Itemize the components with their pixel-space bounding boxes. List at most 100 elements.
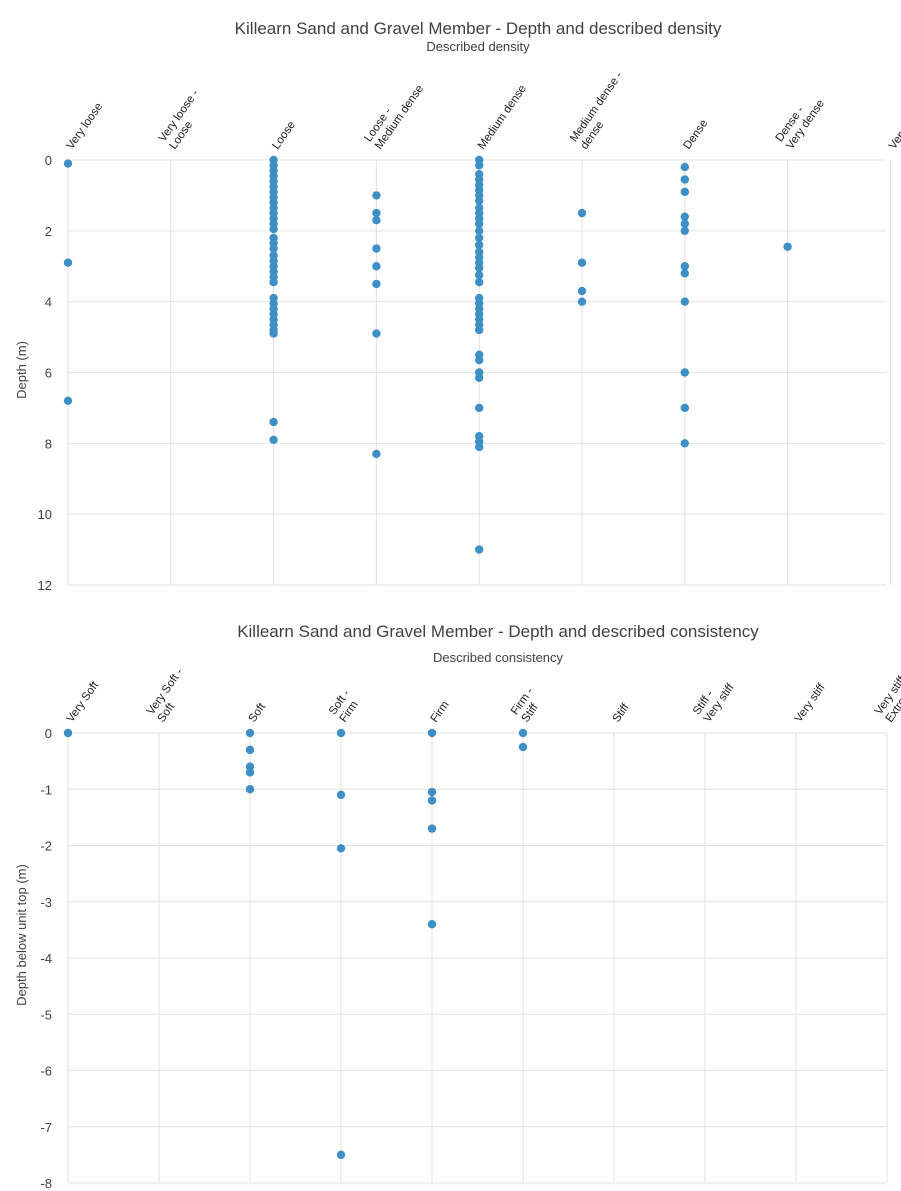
data-point	[577, 286, 587, 296]
data-point	[475, 233, 484, 243]
data-point	[475, 403, 484, 413]
x-category-label: Stiff	[611, 701, 633, 725]
x-category-label: Very stiff	[793, 681, 828, 724]
data-point	[269, 417, 278, 427]
data-point	[680, 403, 689, 413]
data-point	[63, 159, 73, 168]
x-category-label: Soft	[247, 700, 269, 724]
data-point	[63, 396, 73, 406]
y-tick-label: 4	[45, 295, 52, 310]
chart-y-axis-title: Depth (m)	[14, 341, 29, 399]
y-tick-label: 2	[45, 224, 52, 239]
consistency-chart: Killearn Sand and Gravel Member - Depth …	[14, 622, 901, 1191]
x-category-label-line: Medium dense	[476, 83, 529, 152]
data-point	[475, 373, 484, 383]
x-category-label: Medium dense	[476, 83, 529, 152]
data-point	[336, 728, 346, 738]
data-point	[245, 768, 255, 777]
x-category-label-line: Very dense	[887, 98, 901, 152]
x-category-label: Firm -Stiff	[509, 686, 541, 725]
data-point	[680, 269, 689, 278]
data-point	[783, 242, 792, 251]
chart-x-axis-title: Described density	[426, 39, 530, 54]
y-tick-label: 10	[38, 507, 52, 522]
y-tick-label: 6	[45, 366, 52, 381]
data-point	[680, 297, 689, 306]
data-point	[269, 224, 278, 234]
x-category-label: Soft -Firm	[327, 688, 361, 725]
x-category-label: Firm	[429, 699, 452, 725]
y-tick-label: 8	[45, 436, 52, 451]
data-point	[680, 226, 689, 236]
x-category-label: Stiff -Very stiff	[691, 681, 737, 724]
x-category-label-line: Very loose	[65, 101, 106, 152]
data-point	[245, 728, 255, 738]
x-category-label: Loose -Medium dense	[362, 83, 426, 152]
data-point	[475, 325, 484, 335]
y-tick-label: 0	[45, 726, 52, 741]
chart-title: Killearn Sand and Gravel Member - Depth …	[237, 622, 759, 641]
data-point	[63, 728, 73, 738]
data-point	[475, 442, 484, 452]
x-category-label: Very loose -Loose	[157, 88, 202, 152]
data-point	[475, 277, 484, 287]
data-point	[475, 161, 484, 170]
data-point	[427, 920, 437, 929]
data-point	[372, 449, 381, 459]
data-point	[475, 226, 484, 236]
y-tick-label: 0	[45, 153, 52, 168]
data-point	[680, 262, 689, 271]
data-point	[427, 824, 437, 833]
data-point	[680, 187, 689, 197]
data-point	[372, 262, 381, 271]
data-point	[680, 162, 689, 172]
y-tick-label: -3	[40, 895, 52, 910]
y-tick-label: -7	[40, 1120, 52, 1135]
chart-x-axis-title: Described consistency	[433, 650, 564, 665]
y-tick-label: -4	[40, 951, 52, 966]
data-point	[372, 208, 381, 218]
data-point	[475, 240, 484, 250]
x-category-label: Very Soft	[65, 679, 102, 725]
x-category-label: Dense	[681, 118, 710, 152]
data-point	[427, 728, 437, 738]
x-category-label: Medium dense -dense	[568, 70, 625, 152]
y-tick-label: -5	[40, 1007, 52, 1022]
y-tick-label: 12	[38, 578, 52, 593]
data-point	[269, 329, 278, 338]
data-point	[336, 1150, 346, 1160]
data-point	[577, 258, 587, 267]
data-point	[680, 212, 689, 221]
x-category-label-line: Stiff	[611, 701, 633, 725]
data-point	[518, 728, 528, 738]
x-category-label-line: Dense	[681, 118, 710, 152]
data-point	[372, 279, 381, 289]
y-tick-label: -1	[40, 782, 52, 797]
data-point	[680, 439, 689, 448]
data-point	[269, 435, 278, 444]
data-point	[336, 844, 346, 853]
x-category-label-line: Soft	[247, 700, 269, 724]
data-point	[475, 545, 484, 554]
data-point	[475, 270, 484, 280]
x-category-label-line: Loose	[270, 119, 298, 152]
x-category-label-line: Very Soft	[65, 679, 102, 725]
x-category-label: Loose	[270, 119, 298, 152]
chart-title: Killearn Sand and Gravel Member - Depth …	[235, 19, 722, 38]
data-point	[475, 219, 484, 228]
data-point	[427, 796, 437, 805]
data-point	[269, 277, 278, 287]
x-category-label-line: Firm	[429, 699, 452, 725]
y-tick-label: -2	[40, 839, 52, 854]
data-point	[372, 216, 381, 225]
data-point	[372, 244, 381, 253]
data-point	[269, 244, 278, 253]
data-point	[475, 196, 484, 205]
data-point	[372, 329, 381, 338]
data-point	[63, 258, 73, 267]
data-point	[427, 787, 437, 797]
x-category-label: Very Soft -Soft	[145, 666, 186, 724]
x-category-label-line: Very stiff	[793, 681, 828, 724]
data-point	[680, 368, 689, 377]
